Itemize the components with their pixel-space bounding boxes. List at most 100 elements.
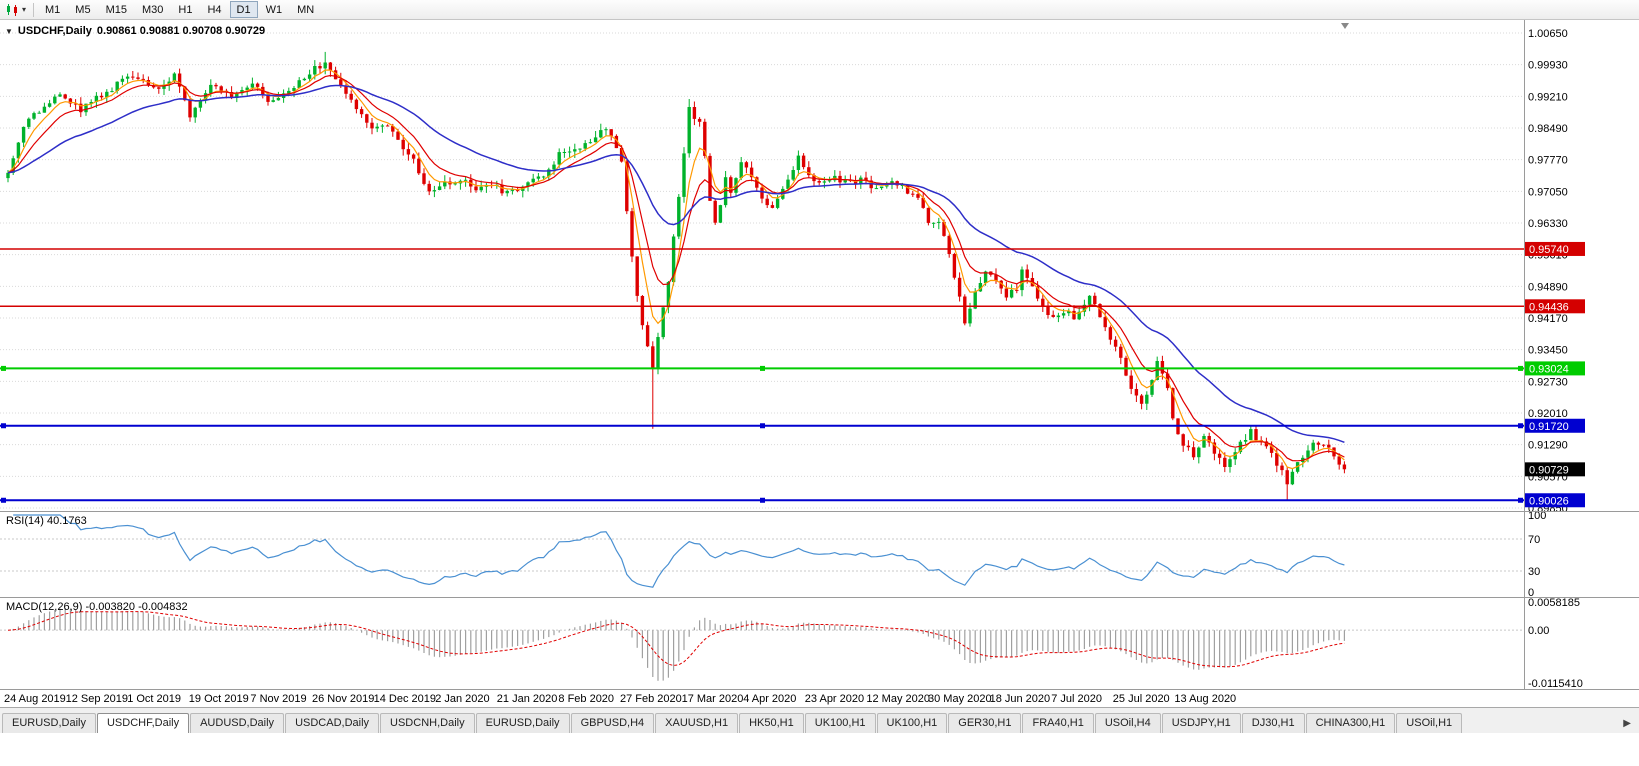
level-endpoint-marker[interactable] bbox=[760, 365, 765, 371]
timeframe-button-m1[interactable]: M1 bbox=[38, 1, 67, 18]
chart-tab-usoil-h4[interactable]: USOil,H4 bbox=[1094, 713, 1161, 733]
chart-tab-usdjpy-h1[interactable]: USDJPY,H1 bbox=[1161, 713, 1241, 733]
candle-body bbox=[328, 62, 333, 71]
candle-body bbox=[1181, 434, 1185, 446]
candle-body bbox=[656, 337, 660, 369]
timeframe-button-d1[interactable]: D1 bbox=[229, 1, 258, 18]
candle-body bbox=[1098, 304, 1102, 318]
chart-type-button[interactable]: ▾ bbox=[2, 2, 29, 18]
level-endpoint-marker[interactable] bbox=[760, 423, 765, 429]
chart-tab-usoil-h1[interactable]: USOil,H1 bbox=[1396, 713, 1463, 733]
timeframe-button-mn[interactable]: MN bbox=[290, 1, 321, 18]
chart-tab-dj30-h1[interactable]: DJ30,H1 bbox=[1241, 713, 1305, 733]
date-axis-label: 14 Dec 2019 bbox=[374, 693, 436, 705]
chart-tab-audusd-daily[interactable]: AUDUSD,Daily bbox=[190, 713, 285, 733]
candle-body bbox=[957, 277, 962, 297]
chart-shift-marker[interactable] bbox=[1341, 23, 1349, 29]
timeframe-button-w1[interactable]: W1 bbox=[259, 1, 290, 18]
candle-body bbox=[916, 194, 920, 198]
chart-tab-bar: EURUSD,Daily USDCHF,Daily AUDUSD,Daily USDC… bbox=[0, 707, 1639, 733]
date-axis-label: 8 Feb 2020 bbox=[558, 693, 614, 705]
candle-body bbox=[432, 190, 437, 192]
chart-tab-eurusd-daily[interactable]: EURUSD,Daily bbox=[475, 713, 570, 733]
candle-body bbox=[1243, 440, 1248, 442]
candle-body bbox=[1119, 346, 1123, 358]
candle-body bbox=[1145, 394, 1149, 404]
candle-body bbox=[791, 170, 795, 180]
level-endpoint-marker[interactable] bbox=[1518, 423, 1523, 429]
candle-body bbox=[250, 83, 255, 88]
chart-tab-usdcnh-daily[interactable]: USDCNH,Daily bbox=[380, 713, 475, 733]
level-endpoint-marker[interactable] bbox=[760, 497, 765, 503]
chart-tab-fra40-h1[interactable]: FRA40,H1 bbox=[1022, 713, 1094, 733]
date-axis-label: 18 Jun 2020 bbox=[990, 693, 1051, 705]
candle-body bbox=[760, 187, 764, 199]
date-axis-label: 2 Jan 2020 bbox=[435, 693, 489, 705]
candle-body bbox=[770, 205, 775, 208]
candle-body bbox=[1290, 471, 1295, 485]
candle-body bbox=[354, 99, 359, 110]
chart-tab-eurusd-daily[interactable]: EURUSD,Daily bbox=[2, 713, 96, 733]
candle-body bbox=[292, 88, 296, 91]
candle-body bbox=[1316, 442, 1321, 445]
level-endpoint-marker[interactable] bbox=[1518, 497, 1523, 503]
level-endpoint-marker[interactable] bbox=[1518, 365, 1523, 371]
macd-axis-tick: 0.00 bbox=[1528, 625, 1549, 637]
level-endpoint-marker[interactable] bbox=[1, 423, 6, 429]
date-axis-label: 4 Apr 2020 bbox=[743, 693, 796, 705]
candle-body bbox=[359, 109, 364, 115]
candle-body bbox=[365, 114, 369, 123]
candle-body bbox=[42, 106, 47, 113]
macd-signal-line bbox=[7, 611, 1345, 668]
candle-body bbox=[827, 180, 832, 182]
level-endpoint-marker[interactable] bbox=[1, 497, 6, 503]
timeframe-button-h4[interactable]: H4 bbox=[200, 1, 228, 18]
candle-body bbox=[323, 62, 327, 69]
price-axis-tick: 0.92010 bbox=[1528, 408, 1568, 420]
candle-body bbox=[1337, 456, 1341, 465]
timeframe-button-m30[interactable]: M30 bbox=[135, 1, 170, 18]
candle-body bbox=[27, 118, 31, 127]
candle-body bbox=[344, 86, 348, 94]
chart-area[interactable]: 1.00650 0.99930 0.99210 0.98490 0.97770 0.970… bbox=[0, 20, 1639, 707]
chart-tab-uk100-h1[interactable]: UK100,H1 bbox=[804, 713, 876, 733]
timeframe-button-m5[interactable]: M5 bbox=[68, 1, 97, 18]
chart-canvas[interactable]: 1.00650 0.99930 0.99210 0.98490 0.97770 0.970… bbox=[0, 20, 1639, 707]
chart-tab-usdchf-daily[interactable]: USDCHF,Daily bbox=[96, 713, 190, 733]
tab-scroll-right-icon[interactable]: ▶ bbox=[1623, 718, 1631, 729]
timeframe-button-h1[interactable]: H1 bbox=[171, 1, 199, 18]
candle-body bbox=[1093, 295, 1097, 304]
candle-body bbox=[271, 100, 275, 102]
candle-body bbox=[817, 181, 821, 183]
candle-body bbox=[1041, 298, 1045, 307]
chart-tab-ger30-h1[interactable]: GER30,H1 bbox=[948, 713, 1022, 733]
chart-tab-hk50-h1[interactable]: HK50,H1 bbox=[739, 713, 804, 733]
level-endpoint-marker[interactable] bbox=[1, 365, 6, 371]
candle-body bbox=[557, 152, 561, 165]
chevron-down-icon: ▾ bbox=[22, 4, 27, 14]
candle-body bbox=[479, 186, 483, 191]
candle-body bbox=[510, 189, 515, 191]
chart-tab-china300-h1[interactable]: CHINA300,H1 bbox=[1305, 713, 1396, 733]
timeframe-button-m15[interactable]: M15 bbox=[99, 1, 134, 18]
chart-tab-uk100-h1[interactable]: UK100,H1 bbox=[876, 713, 948, 733]
candle-body bbox=[1103, 317, 1107, 328]
candle-body bbox=[375, 126, 379, 129]
chart-tab-gbpusd-h4[interactable]: GBPUSD,H4 bbox=[570, 713, 655, 733]
candle-body bbox=[931, 222, 936, 224]
candle-body bbox=[937, 221, 941, 223]
candle-body bbox=[99, 95, 104, 98]
candle-body bbox=[1212, 442, 1217, 454]
candle-body bbox=[422, 173, 426, 184]
moving-average-blue-30 bbox=[7, 84, 1345, 444]
candle-body bbox=[333, 70, 338, 80]
rsi-axis-tick: 100 bbox=[1528, 510, 1546, 522]
candle-body bbox=[385, 125, 390, 127]
candle-body bbox=[1020, 269, 1024, 291]
candle-body bbox=[562, 152, 567, 153]
candle-body bbox=[1342, 464, 1347, 470]
candle-body bbox=[578, 148, 582, 150]
chart-tab-usdcad-daily[interactable]: USDCAD,Daily bbox=[285, 713, 380, 733]
chart-tab-xauusd-h1[interactable]: XAUUSD,H1 bbox=[655, 713, 739, 733]
candle-body bbox=[1217, 453, 1222, 458]
